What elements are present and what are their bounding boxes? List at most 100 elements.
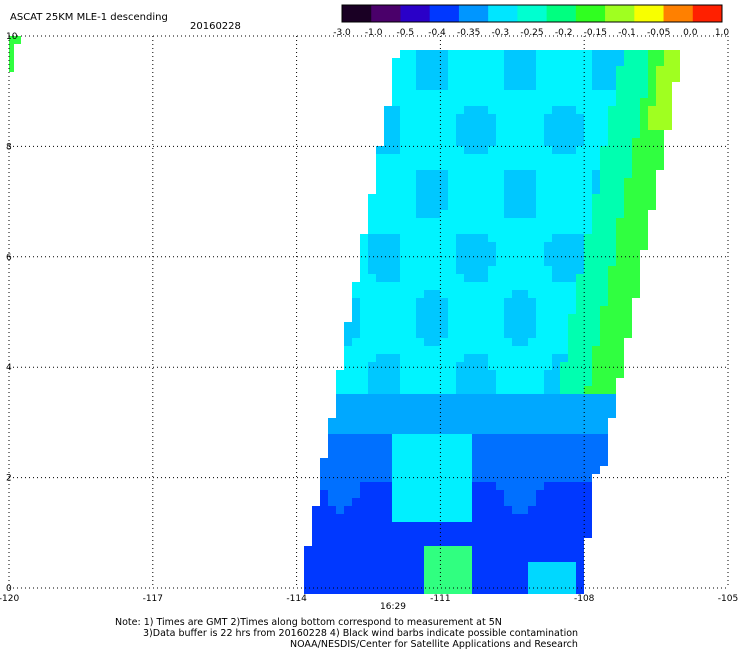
swath-cell <box>472 466 480 474</box>
swath-cell <box>408 362 416 370</box>
swath-cell <box>552 306 560 314</box>
swath-cell <box>480 66 488 74</box>
swath-cell <box>528 378 536 386</box>
swath-cell <box>400 162 408 170</box>
swath-cell <box>384 370 392 378</box>
swath-cell <box>368 482 376 490</box>
swath-cell <box>464 290 472 298</box>
swath-cell <box>440 290 448 298</box>
swath-cell <box>376 306 384 314</box>
swath-cell <box>536 514 544 522</box>
swath-cell <box>576 378 584 386</box>
swath-cell <box>520 186 528 194</box>
swath-cell <box>528 234 536 242</box>
swath-cell <box>504 306 512 314</box>
swath-cell <box>544 170 552 178</box>
swath-cell <box>560 482 568 490</box>
swath-cell <box>352 362 360 370</box>
swath-cell <box>632 266 640 274</box>
swath-cell <box>416 330 424 338</box>
swath-cell <box>592 386 600 394</box>
swath-cell <box>376 194 384 202</box>
swath-cell <box>344 402 352 410</box>
swath-cell <box>568 506 576 514</box>
swath-cell <box>632 218 640 226</box>
swath-cell <box>560 74 568 82</box>
swath-cell <box>488 106 496 114</box>
swath-cell <box>520 522 528 530</box>
swath-cell <box>376 210 384 218</box>
swath-cell <box>512 74 520 82</box>
swath-cell <box>600 98 608 106</box>
swath-cell <box>616 82 624 90</box>
swath-cell <box>520 386 528 394</box>
map-title: ASCAT 25KM MLE-1 descending <box>10 12 168 23</box>
swath-cell <box>304 554 312 562</box>
swath-cell <box>584 314 592 322</box>
swath-cell <box>416 554 424 562</box>
swath-cell <box>624 202 632 210</box>
swath-cell <box>488 450 496 458</box>
swath-cell <box>496 258 504 266</box>
swath-cell <box>480 274 488 282</box>
swath-cell <box>360 394 368 402</box>
swath-cell <box>552 138 560 146</box>
swath-cell <box>456 266 464 274</box>
swath-cell <box>488 66 496 74</box>
swath-cell <box>336 578 344 586</box>
swath-cell <box>456 114 464 122</box>
swath-cell <box>552 242 560 250</box>
swath-cell <box>360 322 368 330</box>
swath-cell <box>352 514 360 522</box>
swath-cell <box>520 282 528 290</box>
swath-cell <box>440 354 448 362</box>
swath-cell <box>376 370 384 378</box>
swath-cell <box>528 450 536 458</box>
swath-cell <box>520 514 528 522</box>
swath-cell <box>512 522 520 530</box>
swath-cell <box>584 50 592 58</box>
swath-cell <box>504 370 512 378</box>
swath-cell <box>504 386 512 394</box>
swath-cell <box>416 178 424 186</box>
swath-cell <box>536 306 544 314</box>
swath-cell <box>384 146 392 154</box>
swath-cell <box>384 242 392 250</box>
swath-cell <box>496 82 504 90</box>
swath-cell <box>528 514 536 522</box>
swath-cell <box>424 466 432 474</box>
swath-cell <box>416 266 424 274</box>
swath-cell <box>520 546 528 554</box>
swath-cell <box>448 362 456 370</box>
swath-cell <box>528 90 536 98</box>
swath-cell <box>336 474 344 482</box>
swath-cell <box>496 514 504 522</box>
swath-cell <box>344 498 352 506</box>
swath-cell <box>520 194 528 202</box>
swath-cell <box>608 154 616 162</box>
swath-cell <box>504 498 512 506</box>
swath-cell <box>496 306 504 314</box>
swath-cell <box>608 130 616 138</box>
swath-cell <box>400 258 408 266</box>
swath-cell <box>384 250 392 258</box>
swath-cell <box>488 434 496 442</box>
swath-cell <box>504 314 512 322</box>
swath-cell <box>536 330 544 338</box>
swath-cell <box>464 282 472 290</box>
swath-cell <box>536 410 544 418</box>
swath-cell <box>584 506 592 514</box>
swath-cell <box>568 362 576 370</box>
swath-cell <box>552 154 560 162</box>
swath-cell <box>352 306 360 314</box>
swath-cell <box>504 338 512 346</box>
swath-cell <box>376 514 384 522</box>
swath-cell <box>536 90 544 98</box>
swath-cell <box>400 186 408 194</box>
swath-cell <box>480 362 488 370</box>
swath-cell <box>584 402 592 410</box>
swath-cell <box>488 306 496 314</box>
swath-cell <box>512 218 520 226</box>
swath-cell <box>600 274 608 282</box>
swath-cell <box>480 170 488 178</box>
